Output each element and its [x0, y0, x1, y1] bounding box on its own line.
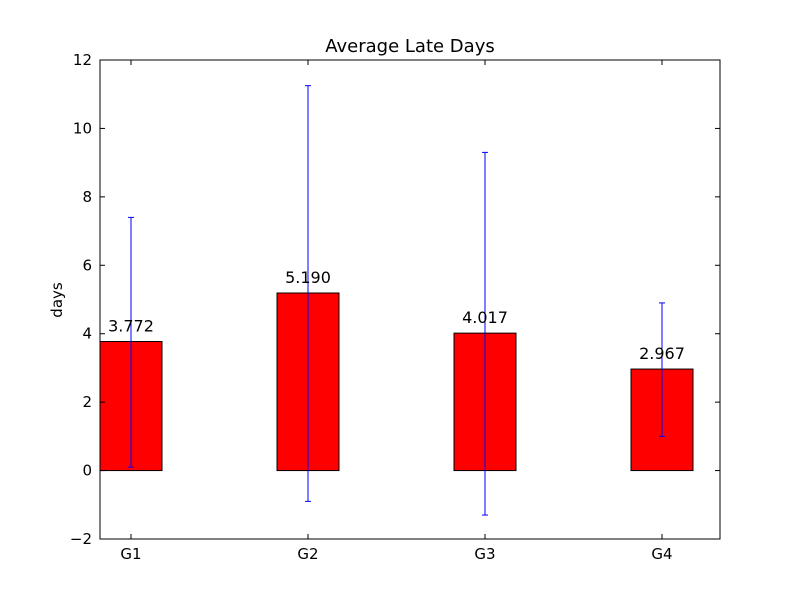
data-label-G3: 4.017: [462, 308, 508, 327]
y-tick-label: 2: [82, 393, 92, 411]
plot-area: 3.772 5.190 4.017 2.967 −2 0 2 4 6 8 10 12 G1 G2 G3 G4: [70, 51, 721, 563]
y-axis-label: days: [48, 282, 66, 318]
chart-title: Average Late Days: [325, 36, 494, 57]
data-label-G4: 2.967: [639, 344, 685, 363]
y-tick-label: −2: [70, 530, 92, 548]
x-tick-label-G1: G1: [120, 545, 141, 563]
y-tick-label: 10: [73, 119, 92, 137]
axes-frame: [99, 59, 721, 540]
y-tick-label: 12: [73, 51, 92, 69]
data-label-G2: 5.190: [285, 268, 331, 287]
y-tick-label: 0: [82, 462, 92, 480]
y-tick-label: 6: [82, 256, 92, 274]
x-tick-label-G4: G4: [651, 545, 672, 563]
data-label-G1: 3.772: [108, 317, 154, 336]
y-tick-label: 8: [82, 188, 92, 206]
x-tick-label-G2: G2: [297, 545, 318, 563]
x-tick-label-G3: G3: [474, 545, 495, 563]
y-tick-label: 4: [82, 325, 92, 343]
